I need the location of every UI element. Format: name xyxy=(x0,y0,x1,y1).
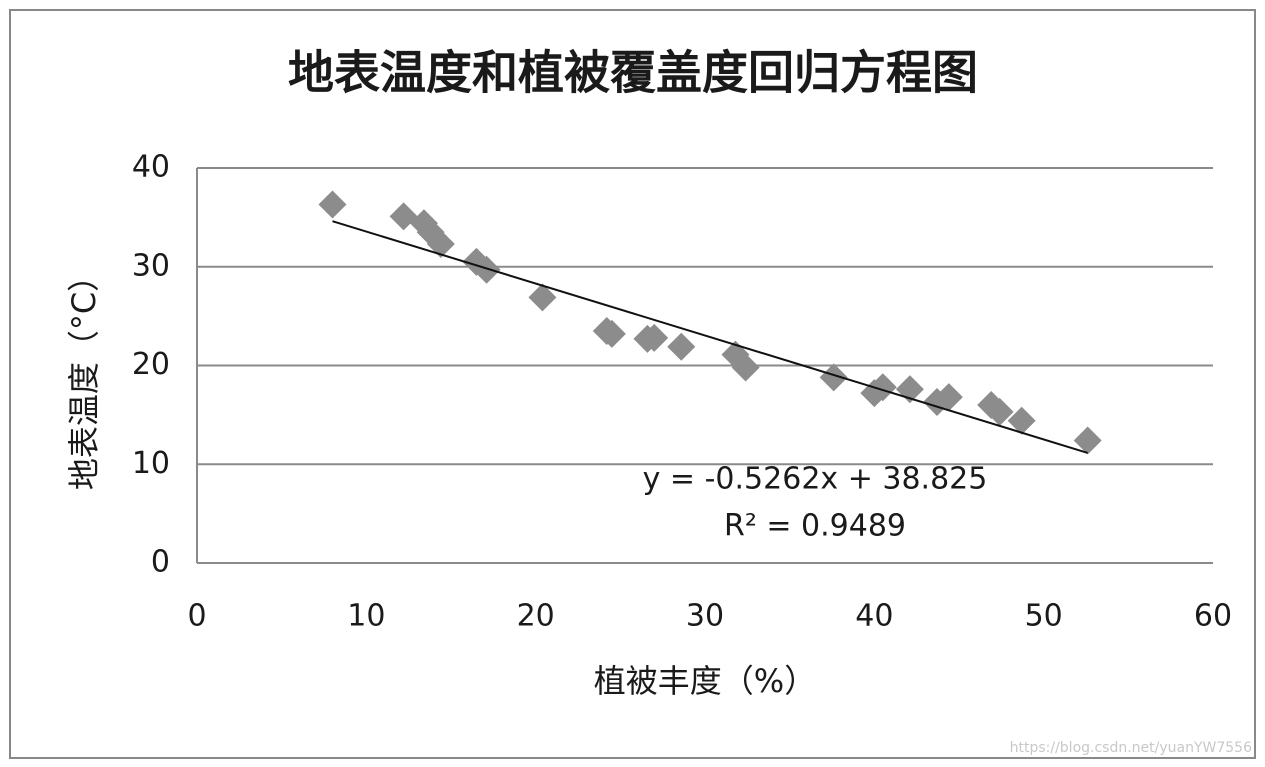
x-tick-label: 50 xyxy=(1025,599,1063,634)
y-tick-label: 20 xyxy=(132,347,170,382)
x-axis-label: 植被丰度（%） xyxy=(594,662,816,700)
point xyxy=(472,255,501,284)
point xyxy=(597,319,626,348)
point xyxy=(985,397,1014,426)
point xyxy=(1073,426,1102,455)
point xyxy=(934,383,963,412)
trendline xyxy=(332,220,1088,454)
point xyxy=(667,332,696,361)
x-tick-label: 30 xyxy=(686,599,724,634)
watermark: https://blog.csdn.net/yuanYW7556 xyxy=(1010,740,1252,756)
x-tick-label: 20 xyxy=(517,599,555,634)
point xyxy=(731,353,760,382)
y-tick-label: 0 xyxy=(151,545,170,580)
y-tick-label: 40 xyxy=(132,150,170,185)
point xyxy=(1007,406,1036,435)
chart-title: 地表温度和植被覆盖度回归方程图 xyxy=(288,46,978,100)
y-tick-label: 10 xyxy=(132,446,170,481)
point xyxy=(318,190,347,219)
trendline-r-squared: R² = 0.9489 xyxy=(724,509,906,544)
point xyxy=(640,323,669,352)
x-tick-label: 60 xyxy=(1194,599,1232,634)
point xyxy=(868,373,897,402)
point xyxy=(528,283,557,312)
y-tick-label: 30 xyxy=(132,248,170,283)
y-axis-label: 地表温度（°C） xyxy=(65,260,103,490)
point xyxy=(426,230,455,259)
x-tick-label: 10 xyxy=(347,599,385,634)
point xyxy=(819,363,848,392)
x-tick-label: 0 xyxy=(187,599,206,634)
trendline-equation: y = -0.5262x + 38.825 xyxy=(643,462,988,497)
x-tick-label: 40 xyxy=(855,599,893,634)
chart-frame xyxy=(9,9,1256,759)
